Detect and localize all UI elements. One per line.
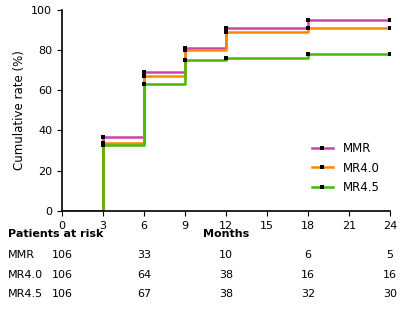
Text: 16: 16 bbox=[383, 270, 397, 280]
Text: 30: 30 bbox=[383, 289, 397, 300]
Text: 5: 5 bbox=[386, 250, 394, 260]
Text: 106: 106 bbox=[52, 289, 72, 300]
Text: Patients at risk: Patients at risk bbox=[8, 229, 103, 239]
Text: 16: 16 bbox=[301, 270, 315, 280]
Text: MR4.0: MR4.0 bbox=[8, 270, 43, 280]
Text: 38: 38 bbox=[219, 270, 233, 280]
Legend: MMR, MR4.0, MR4.5: MMR, MR4.0, MR4.5 bbox=[307, 138, 384, 199]
Text: 67: 67 bbox=[137, 289, 151, 300]
Text: Months: Months bbox=[203, 229, 249, 239]
Text: 32: 32 bbox=[301, 289, 315, 300]
Text: 10: 10 bbox=[219, 250, 233, 260]
Text: MR4.5: MR4.5 bbox=[8, 289, 43, 300]
Text: 33: 33 bbox=[137, 250, 151, 260]
Text: 106: 106 bbox=[52, 250, 72, 260]
Text: 6: 6 bbox=[304, 250, 312, 260]
Y-axis label: Cumulative rate (%): Cumulative rate (%) bbox=[13, 50, 26, 170]
Text: 106: 106 bbox=[52, 270, 72, 280]
Text: MMR: MMR bbox=[8, 250, 35, 260]
Text: 64: 64 bbox=[137, 270, 151, 280]
Text: 38: 38 bbox=[219, 289, 233, 300]
